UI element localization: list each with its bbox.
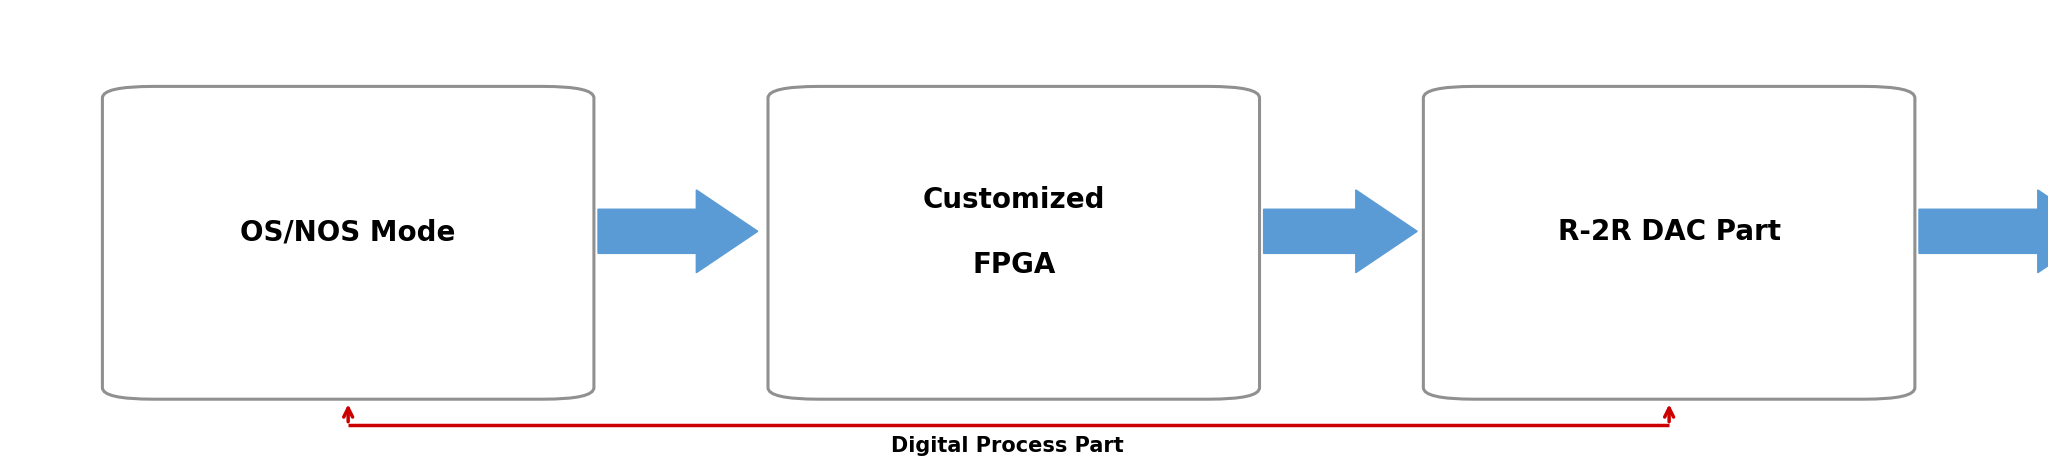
Text: Digital Process Part: Digital Process Part: [891, 435, 1124, 455]
FancyBboxPatch shape: [102, 87, 594, 399]
FancyBboxPatch shape: [1423, 87, 1915, 399]
Text: Customized

FPGA: Customized FPGA: [922, 185, 1106, 278]
Text: OS/NOS Mode: OS/NOS Mode: [240, 218, 457, 246]
Polygon shape: [1919, 190, 2048, 273]
Polygon shape: [598, 190, 758, 273]
Polygon shape: [1264, 190, 1417, 273]
FancyBboxPatch shape: [768, 87, 1260, 399]
Text: R-2R DAC Part: R-2R DAC Part: [1559, 218, 1780, 246]
